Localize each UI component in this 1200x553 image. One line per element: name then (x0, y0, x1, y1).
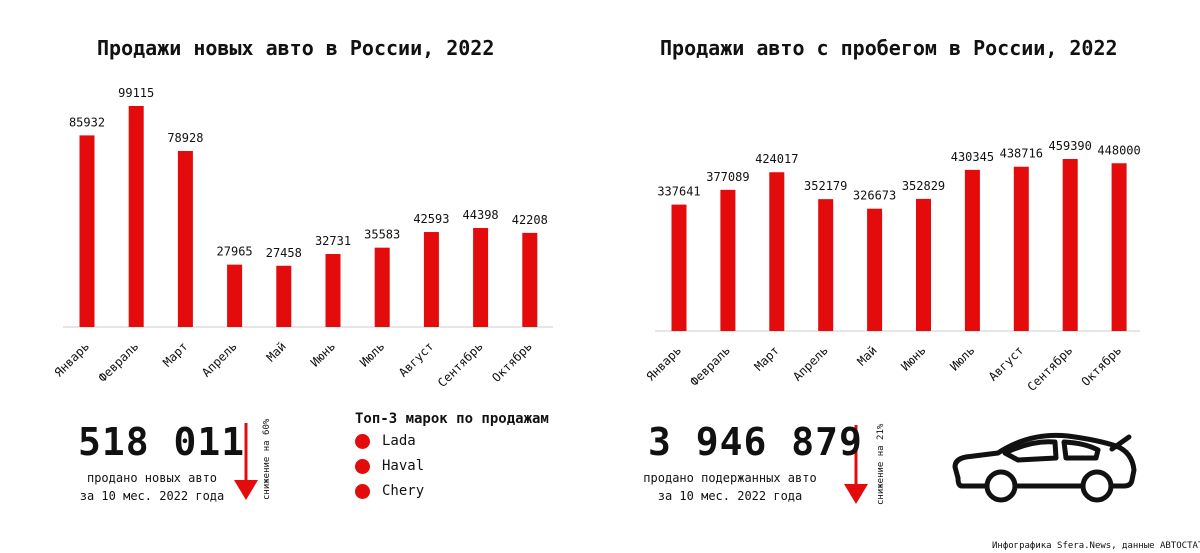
data-label: 99115 (118, 86, 154, 100)
data-label: 42208 (512, 213, 548, 227)
tick-label: Июнь (898, 343, 928, 373)
data-label: 352179 (804, 179, 847, 193)
footer-credit: Инфографика Sfera.News, данные АВТОСТАТ (992, 541, 1200, 551)
bar-3 (177, 151, 193, 327)
tick-label: Октябрь (1079, 343, 1125, 389)
used-cars-total: 3 946 879 (648, 420, 863, 464)
data-label: 326673 (853, 189, 896, 203)
bar-1 (79, 135, 95, 327)
bar-2 (720, 189, 736, 331)
chart-title-used-cars: Продажи авто с пробегом в России, 2022 (660, 36, 1118, 60)
brand-item: Chery (355, 480, 424, 502)
brand-label: Haval (382, 458, 425, 474)
bar-1 (671, 204, 687, 331)
bar-10 (522, 232, 538, 327)
used-cars-change-note: снижение на 21% (876, 423, 886, 505)
brand-dot-icon (355, 433, 370, 449)
tick-label: Апрель (790, 343, 831, 384)
bar-6 (916, 198, 931, 331)
bar-4 (818, 199, 834, 331)
tick-label: Январь (644, 343, 685, 384)
brand-item: Lada (355, 430, 424, 452)
brand-dot-icon (355, 458, 370, 474)
brand-label: Chery (382, 483, 425, 499)
data-label: 27458 (266, 246, 302, 260)
bar-7 (964, 169, 980, 331)
brand-item: Haval (355, 455, 424, 477)
data-label: 27965 (217, 245, 253, 259)
bar-5 (867, 208, 883, 331)
data-label: 459390 (1049, 139, 1092, 153)
bar-9 (1062, 159, 1078, 331)
new-cars-total: 518 011 (78, 420, 246, 464)
tick-label: Июль (947, 343, 977, 373)
data-label: 32731 (315, 234, 351, 248)
data-label: 377089 (706, 170, 749, 184)
bar-6 (325, 254, 341, 327)
new-cars-caption: продано новых авто за 10 мес. 2022 года (72, 469, 232, 505)
bar-7 (374, 247, 390, 327)
data-label: 430345 (951, 150, 994, 164)
data-label: 44398 (463, 208, 499, 222)
data-label: 424017 (755, 152, 798, 166)
data-label: 352829 (902, 179, 945, 193)
tick-label: Март (752, 343, 782, 373)
data-label: 85932 (69, 115, 105, 129)
data-label: 42593 (413, 212, 449, 226)
data-label: 35583 (364, 228, 400, 242)
used-cars-caption: продано подержанных авто за 10 мес. 2022… (640, 469, 820, 505)
tick-label: Сентябрь (1025, 343, 1076, 394)
brand-label: Lada (382, 433, 416, 449)
chart-title-new-cars: Продажи новых авто в России, 2022 (97, 36, 495, 60)
top-brands-title: Топ-3 марок по продажам (355, 411, 549, 427)
brand-dot-icon (355, 483, 370, 499)
bar-10 (1111, 163, 1127, 331)
tick-label: Август (986, 343, 1027, 384)
new-cars-caption-line2: за 10 мес. 2022 года (79, 489, 225, 503)
new-cars-caption-line1: продано новых авто (86, 471, 218, 485)
bar-8 (1013, 166, 1029, 331)
data-label: 438716 (1000, 147, 1043, 161)
used-cars-caption-line1: продано подержанных авто (643, 471, 817, 485)
top-brands-list: Lada Haval Chery (355, 430, 424, 502)
tick-label: Февраль (687, 343, 733, 389)
data-label: 337641 (657, 185, 700, 199)
tick-label: Май (854, 343, 879, 368)
data-label: 448000 (1097, 143, 1140, 157)
bar-8 (423, 232, 439, 327)
bar-2 (128, 106, 144, 327)
bar-3 (769, 172, 785, 331)
used-cars-caption-line2: за 10 мес. 2022 года (657, 489, 803, 503)
bar-5 (276, 265, 292, 327)
data-label: 78928 (167, 131, 203, 145)
bar-9 (473, 228, 489, 327)
bar-4 (227, 264, 243, 327)
new-cars-change-note: снижение на 60% (262, 418, 272, 500)
